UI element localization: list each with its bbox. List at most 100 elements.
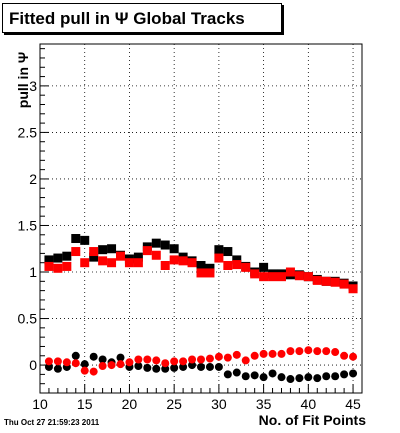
data-point-circle (161, 359, 170, 368)
data-point-square (62, 251, 72, 261)
data-point-circle (322, 347, 331, 356)
data-point-circle (53, 357, 62, 366)
data-point-circle (125, 358, 134, 367)
data-point-square (268, 272, 278, 282)
data-point-square (89, 252, 99, 262)
data-point-circle (170, 363, 179, 372)
data-point-circle (107, 361, 116, 370)
data-point-square (232, 260, 242, 270)
data-point-circle (214, 352, 223, 361)
data-point-circle (89, 367, 98, 376)
data-point-square (241, 262, 251, 272)
data-point-circle (286, 375, 295, 384)
timestamp: Thu Oct 27 21:59:23 2011 (4, 418, 100, 427)
data-point-circle (286, 347, 295, 356)
data-point-square (98, 256, 108, 266)
data-point-circle (250, 351, 259, 360)
data-point-square (312, 275, 322, 285)
y-tick-label: 1 (29, 264, 37, 280)
data-point-square (294, 271, 304, 281)
data-point-circle (152, 364, 161, 373)
data-point-square (223, 260, 233, 270)
data-point-square (160, 260, 170, 270)
data-point-circle (295, 347, 304, 356)
title-box: Fitted pull in Ψ Global Tracks (2, 3, 282, 33)
data-point-circle (331, 372, 340, 381)
data-point-square (71, 247, 81, 257)
data-point-circle (197, 362, 205, 371)
data-point-circle (241, 372, 250, 381)
x-tick-label: 10 (32, 396, 48, 412)
data-point-square (124, 258, 134, 268)
data-point-square (71, 234, 81, 244)
data-point-square (196, 268, 206, 278)
y-tick-label: 2.5 (18, 124, 38, 140)
y-axis-title: pull in Ψ (15, 51, 32, 109)
data-point-circle (313, 347, 322, 356)
data-point-square (107, 258, 117, 268)
data-point-circle (197, 355, 205, 364)
data-point-square (80, 235, 90, 245)
x-tick-label: 25 (166, 396, 182, 412)
data-point-circle (80, 366, 89, 375)
data-point-circle (304, 373, 313, 382)
data-point-square (232, 255, 242, 265)
data-point-circle (268, 369, 277, 378)
data-point-square (53, 263, 63, 273)
y-tick-label: 3 (29, 78, 37, 94)
data-point-square (44, 261, 54, 271)
data-point-square (116, 251, 125, 261)
x-tick-label: 30 (211, 396, 227, 412)
data-point-square (339, 279, 349, 289)
data-point-circle (304, 346, 313, 355)
data-point-circle (277, 349, 286, 358)
data-point-square (151, 238, 161, 248)
data-point-square (348, 284, 358, 294)
data-point-circle (179, 362, 188, 371)
data-point-circle (349, 352, 358, 361)
data-point-square (62, 261, 72, 271)
data-point-circle (71, 351, 80, 360)
data-point-square (259, 272, 269, 282)
x-tick-label: 20 (122, 396, 138, 412)
data-point-circle (250, 371, 259, 380)
data-point-circle (116, 360, 125, 369)
data-point-circle (223, 353, 232, 362)
data-point-square (250, 269, 260, 279)
data-point-circle (188, 355, 197, 364)
data-point-circle (232, 368, 241, 377)
data-point-square (285, 267, 295, 277)
y-tick-label: 1.5 (18, 217, 38, 233)
data-point-circle (80, 360, 89, 369)
chart-title: Fitted pull in Ψ Global Tracks (9, 9, 245, 28)
data-point-circle (116, 353, 125, 362)
data-point-square (89, 247, 99, 257)
data-point-circle (259, 373, 268, 382)
data-point-square (169, 244, 179, 254)
data-point-circle (143, 363, 152, 372)
y-tick-label: 2 (29, 171, 37, 187)
data-point-square (214, 245, 224, 255)
data-point-circle (89, 352, 98, 361)
data-point-square (205, 263, 215, 273)
plot-frame (39, 43, 363, 394)
data-point-circle (143, 355, 152, 364)
data-point-square (80, 258, 90, 268)
x-tick-label: 35 (256, 396, 272, 412)
data-point-circle (98, 362, 107, 371)
data-point-circle (214, 362, 223, 371)
data-point-square (107, 244, 117, 254)
x-axis-title: No. of Fit Points (258, 412, 366, 428)
y-tick-label: 0 (29, 357, 37, 373)
data-point-circle (322, 372, 331, 381)
data-point-square (98, 245, 108, 255)
data-point-circle (340, 370, 349, 379)
data-point-circle (313, 374, 322, 383)
data-point-circle (241, 356, 250, 365)
data-point-circle (349, 369, 358, 378)
data-point-square (169, 255, 179, 265)
data-point-square (205, 268, 215, 278)
data-point-square (303, 272, 313, 282)
